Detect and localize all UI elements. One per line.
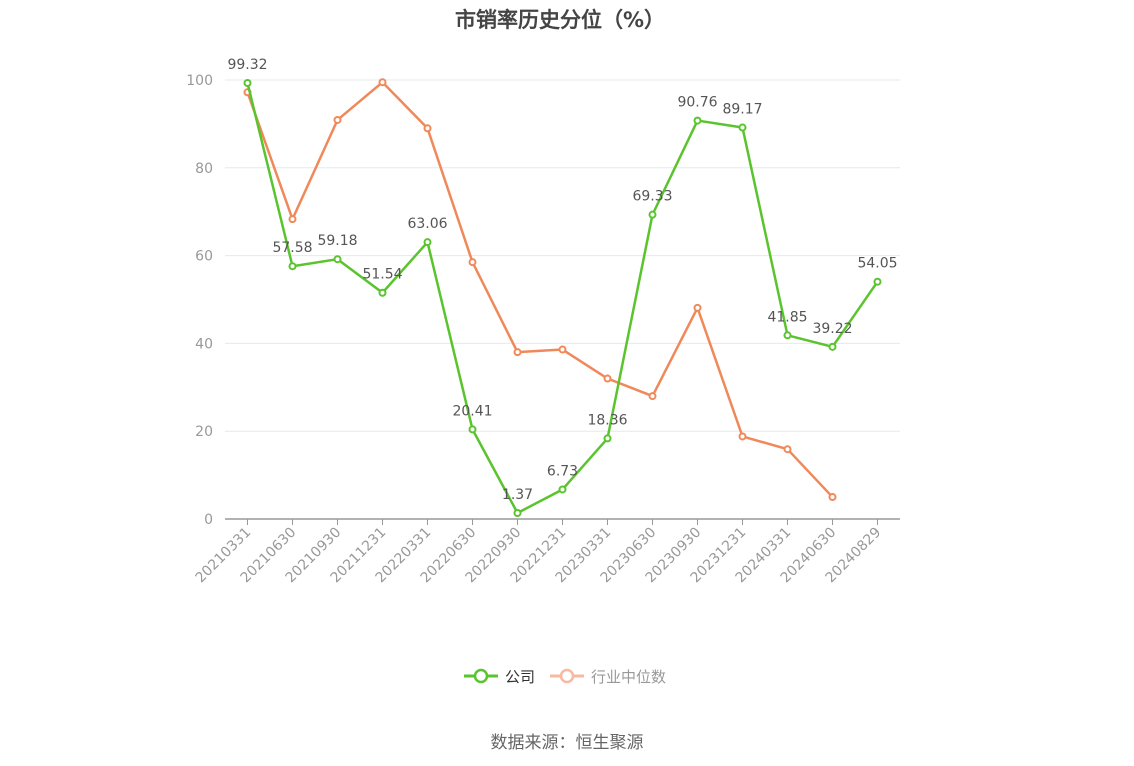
data-point: [828, 342, 837, 351]
series-line-1: [246, 80, 834, 498]
data-point: [603, 434, 612, 443]
legend-marker: [559, 668, 575, 684]
data-label: 69.33: [632, 189, 672, 205]
data-label: 54.05: [857, 256, 897, 272]
data-point: [738, 432, 747, 441]
data-label: 39.22: [812, 321, 852, 337]
y-tick-label: 0: [204, 512, 213, 528]
data-label: 63.06: [407, 216, 447, 232]
data-point: [468, 425, 477, 434]
data-label: 59.18: [317, 233, 357, 249]
y-tick-label: 20: [195, 424, 213, 440]
legend-label: 行业中位数: [591, 668, 666, 686]
data-label: 90.76: [677, 95, 717, 111]
data-point: [288, 262, 297, 271]
data-point: [783, 445, 792, 454]
chart-title: 市销率历史分位（%）: [454, 8, 666, 32]
data-point: [333, 255, 342, 264]
data-point: [513, 348, 522, 357]
data-point: [243, 78, 252, 87]
data-point: [378, 288, 387, 297]
y-tick-label: 80: [195, 161, 213, 177]
grid-lines: [225, 79, 900, 432]
data-point: [423, 124, 432, 133]
x-axis: 2021033120210630202109302021123120220331…: [193, 518, 900, 586]
data-label: 6.73: [547, 463, 578, 479]
data-label: 20.41: [452, 403, 492, 419]
y-tick-label: 60: [195, 249, 213, 265]
data-point: [333, 115, 342, 124]
data-point: [603, 374, 612, 383]
data-point: [558, 345, 567, 354]
data-point: [828, 493, 837, 502]
data-label: 89.17: [722, 102, 762, 118]
data-point: [738, 123, 747, 132]
data-point: [648, 392, 657, 401]
y-tick-label: 40: [195, 336, 213, 352]
legend-marker: [473, 668, 489, 684]
data-point: [513, 508, 522, 517]
legend: 公司 行业中位数: [464, 668, 666, 686]
data-point: [693, 116, 702, 125]
source-note: 数据来源：恒生聚源: [490, 733, 644, 753]
data-point: [648, 210, 657, 219]
data-point: [693, 303, 702, 312]
data-point: [873, 277, 882, 286]
data-point: [783, 331, 792, 340]
data-point: [378, 78, 387, 87]
data-label: 57.58: [272, 240, 312, 256]
data-point: [468, 258, 477, 267]
y-tick-label: 100: [186, 73, 213, 89]
data-label: 1.37: [502, 487, 533, 503]
data-point: [288, 215, 297, 224]
data-point: [558, 485, 567, 494]
series-group: 99.32 57.58 59.18 51.54 63.06 20.41 1.37 6.73 18…: [227, 57, 898, 517]
y-axis: 0 20 40 60 80 100: [186, 73, 213, 528]
data-label: 99.32: [227, 57, 267, 73]
data-label: 51.54: [362, 267, 402, 283]
legend-label: 公司: [505, 668, 535, 686]
data-label: 18.36: [587, 412, 627, 428]
data-point: [423, 238, 432, 247]
data-label: 41.85: [767, 309, 807, 325]
